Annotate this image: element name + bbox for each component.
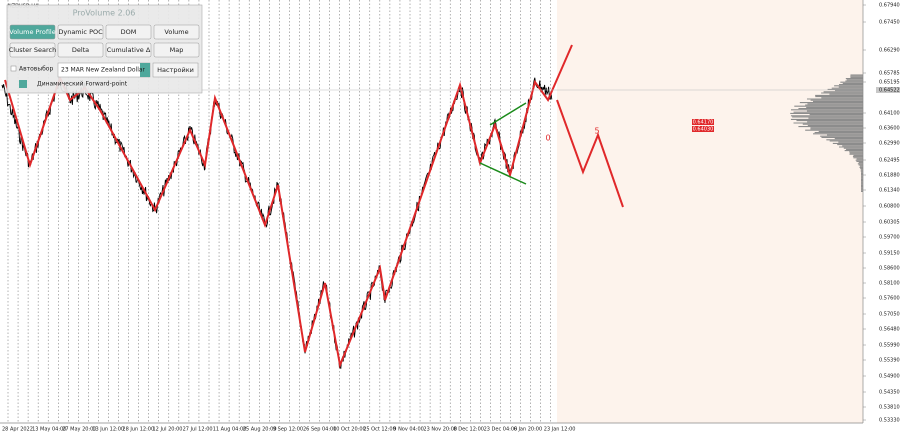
panel-button[interactable] (57, 24, 104, 40)
checkbox[interactable] (10, 65, 17, 72)
current-price-label: 0.64522 (879, 88, 900, 94)
dropdown-arrow[interactable] (140, 63, 150, 77)
level-label: 0.64030 (693, 127, 714, 133)
settings-button[interactable] (152, 62, 199, 78)
time-label: 10 Oct 20:00 (333, 427, 366, 433)
auto-select-label: Автовыбор (19, 66, 53, 73)
time-label: 23 Nov 20:00 (423, 427, 457, 433)
price-label: 0.67450 (879, 20, 900, 26)
time-label: 23 Jan 12:00 (544, 427, 576, 433)
panel-button-label: DOM (121, 28, 137, 36)
price-label: 0.59700 (879, 235, 900, 241)
panel-button[interactable] (105, 24, 152, 40)
panel-button[interactable] (105, 42, 152, 58)
price-label: 0.63600 (879, 126, 900, 132)
price-label: 0.59150 (879, 251, 900, 257)
price-label: 0.57050 (879, 312, 900, 318)
price-label: 0.58100 (879, 281, 900, 287)
volume-profile (790, 74, 863, 192)
time-label: 28 Apr 2022 (2, 427, 33, 433)
time-label: 9 Nov 04:00 (393, 427, 424, 433)
price-label: 0.57600 (879, 296, 900, 302)
price-label: 0.65785 (879, 71, 900, 77)
price-label: 0.66290 (879, 48, 900, 54)
instrument-label: 23 MAR New Zealand Dollar (61, 67, 146, 74)
price-label: 0.67940 (879, 3, 900, 9)
panel-button-label: Cluster Search (9, 46, 56, 54)
price-label: 0.60800 (879, 204, 900, 210)
time-label: 12 Jul 20:00 (153, 427, 183, 433)
price-label: 0.62990 (879, 141, 900, 147)
time-label: 11 Aug 04:00 (213, 427, 247, 433)
time-label: 26 Sep 04:00 (303, 427, 336, 433)
panel-button-label: Map (170, 46, 184, 54)
price-label: 0.55990 (879, 343, 900, 349)
price-label: 0.53330 (879, 418, 900, 424)
level-box (692, 119, 714, 125)
price-label: 0.56480 (879, 327, 900, 333)
price-label: 0.61880 (879, 173, 900, 179)
current-price-box (876, 87, 900, 93)
time-label: 13 May 04:00 (32, 427, 66, 433)
time-label: 27 May 20:00 (62, 427, 96, 433)
panel-button-label: Volume Profile (9, 28, 55, 36)
channel-line (479, 162, 527, 185)
forward-point-label: Динамический Forward-point (37, 81, 128, 88)
panel-button[interactable] (9, 24, 56, 40)
price-label: 0.54350 (879, 390, 900, 396)
time-label: 23 Dec 04:00 (484, 427, 518, 433)
wave-label: 0 (545, 134, 550, 143)
wave-label: 5 (594, 127, 599, 136)
level-label: 0.64170 (693, 120, 714, 126)
panel-button-label: Volume (164, 28, 188, 36)
panel-button[interactable] (57, 42, 104, 58)
channel-line (489, 102, 527, 126)
price-label: 0.62495 (879, 158, 900, 164)
forward-point-toggle[interactable] (19, 80, 27, 88)
price-label: 0.58600 (879, 266, 900, 272)
time-label: 25 Aug 20:00 (243, 427, 277, 433)
time-label: 8 Dec 12:00 (454, 427, 484, 433)
panel-button[interactable] (9, 42, 56, 58)
panel-button-label: Cumulative Δ (107, 46, 151, 54)
time-label: 27 Jul 12:00 (183, 427, 213, 433)
price-label: 0.55390 (879, 358, 900, 364)
price-label: 0.53810 (879, 405, 900, 411)
settings-label: Настройки (157, 66, 194, 74)
time-label: 28 Jun 12:00 (122, 427, 154, 433)
button-grid: Volume Profile Dynamic POC DOM Volume Cluste… (9, 24, 200, 58)
forecast-zone (557, 0, 863, 423)
provolume-panel: ProVolume 2.06 Volume Profile Dynamic POC… (6, 4, 203, 94)
price-label: 0.64100 (879, 111, 900, 117)
price-label: 0.61340 (879, 188, 900, 194)
time-label: 25 Oct 12:00 (363, 427, 396, 433)
price-label: 0.54900 (879, 374, 900, 380)
panel-title: ProVolume 2.06 (73, 9, 136, 18)
panel-button[interactable] (153, 24, 200, 40)
time-label: 13 Jun 12:00 (92, 427, 124, 433)
price-label: 0.60305 (879, 220, 900, 226)
panel-button-label: Delta (72, 46, 89, 54)
price-label: 0.65195 (879, 80, 900, 86)
time-label: 9 Sep 12:00 (273, 427, 303, 433)
level-box (692, 126, 714, 132)
panel-button[interactable] (153, 42, 200, 58)
time-label: 6 Jan 20:00 (514, 427, 542, 433)
forecast-zigzag (556, 99, 624, 208)
panel-button-label: Dynamic POC (58, 28, 103, 36)
